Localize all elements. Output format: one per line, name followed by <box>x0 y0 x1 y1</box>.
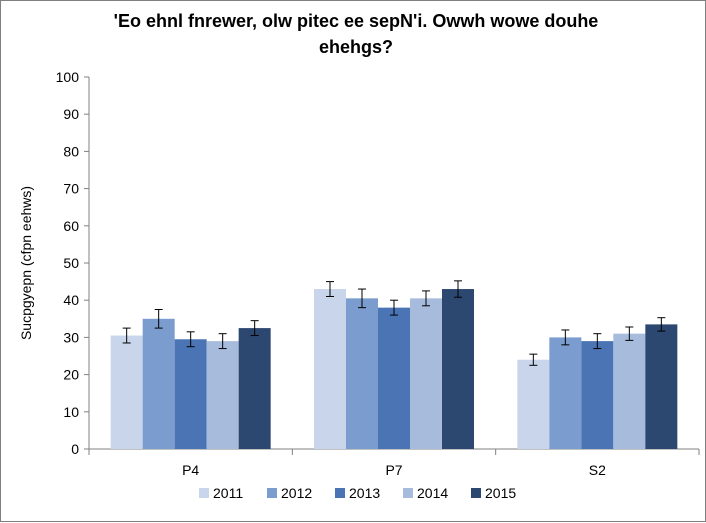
y-tick-label: 90 <box>63 106 79 122</box>
legend: 2011 2012 2013 2014 2015 <box>199 485 516 501</box>
legend-swatch-2015 <box>471 488 481 498</box>
x-tick-label: P4 <box>182 462 199 478</box>
bar-2012-P4 <box>142 318 175 449</box>
bar-2013-P4 <box>174 339 207 449</box>
y-tick-label: 20 <box>63 367 79 383</box>
y-tick-label: 60 <box>63 218 79 234</box>
bar-2012-P7 <box>346 298 378 449</box>
bar-2011-S2 <box>517 359 550 449</box>
legend-swatch-2012 <box>267 488 277 498</box>
chart-title-line-2: ehehgs? <box>319 37 393 57</box>
legend-swatch-2013 <box>335 488 345 498</box>
bar-2012-S2 <box>549 337 582 449</box>
legend-label-2015: 2015 <box>485 485 516 501</box>
legend-swatch-2014 <box>403 488 413 498</box>
bar-2015-S2 <box>645 324 678 449</box>
chart-title-line-1: 'Eo ehnl fnrewer, olw pitec ee sepN'i. O… <box>114 11 599 31</box>
bar-2015-P4 <box>238 328 271 449</box>
bar-2011-P7 <box>314 289 346 449</box>
bar-2011-P4 <box>110 335 143 449</box>
bar-2015-P7 <box>442 289 474 449</box>
plot-area: 0 10 20 30 40 50 60 70 80 90 100 P4 P7 S2 <box>56 69 700 478</box>
legend-label-2014: 2014 <box>417 485 448 501</box>
x-tick-label: P7 <box>385 462 402 478</box>
y-tick-label: 0 <box>71 441 79 457</box>
legend-label-2012: 2012 <box>281 485 312 501</box>
y-tick-label: 50 <box>63 255 79 271</box>
legend-label-2013: 2013 <box>349 485 380 501</box>
bar-2013-P7 <box>378 307 410 449</box>
legend-swatch-2011 <box>199 488 209 498</box>
bar-2014-S2 <box>613 333 646 449</box>
y-tick-label: 100 <box>56 69 80 85</box>
y-tick-label: 40 <box>63 292 79 308</box>
legend-label-2011: 2011 <box>213 485 243 501</box>
bar-2014-P7 <box>410 298 442 449</box>
y-tick-label: 10 <box>63 404 79 420</box>
y-tick-label: 70 <box>63 181 79 197</box>
y-axis-label: Sucpgyepn (cfpn eehws) <box>18 186 34 340</box>
y-tick-label: 30 <box>63 329 79 345</box>
y-tick-label: 80 <box>63 143 79 159</box>
bar-2014-P4 <box>206 341 239 449</box>
x-tick-label: S2 <box>589 462 606 478</box>
bar-2013-S2 <box>581 341 614 449</box>
